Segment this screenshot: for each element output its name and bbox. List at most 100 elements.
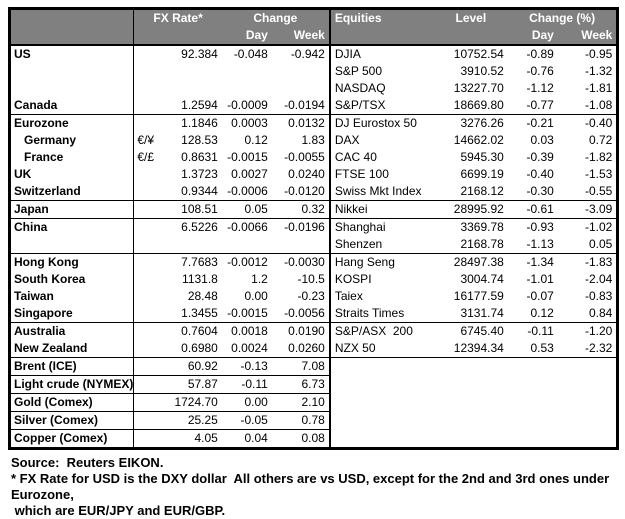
country-cell: China: [9, 218, 135, 236]
equity-index-cell: DJ Eurostox 50: [328, 114, 434, 132]
fx-week-change-cell: [272, 63, 330, 80]
country-cell: [9, 236, 135, 254]
equity-week-change-cell: -0.55: [584, 184, 613, 198]
country-cell: Australia: [9, 322, 135, 340]
country-cell: [9, 63, 135, 80]
equity-day-change-cell: -0.11: [507, 322, 558, 340]
equity-index-cell: S&P/ASX 200: [328, 322, 434, 340]
equity-week-change-cell: -0.40: [557, 114, 618, 132]
table-row: Silver (Comex) 25.25 -0.05 0.78: [9, 411, 618, 430]
country-cell: Eurozone: [9, 114, 135, 132]
equity-week-change-cell: 0.05: [588, 237, 613, 251]
blank-cell: [9, 27, 135, 46]
equity-index-cell: Shanghai: [328, 218, 434, 236]
fx-week-change-cell: -0.0030: [271, 253, 330, 271]
fx-rate-cell: 1.1846: [163, 114, 222, 132]
fx-rate-cell: 0.9344: [181, 184, 218, 198]
equity-index-cell: [328, 429, 434, 449]
table-row: Germany €/¥ 128.53 0.12 1.83 DAX 14662.02 0.03 0…: [9, 132, 618, 149]
equity-index-cell: [328, 393, 434, 412]
fx-day-change-cell: 0.05: [221, 200, 272, 219]
table-row: Light crude (NYMEX) 57.87 -0.11 6.73: [9, 375, 618, 394]
equity-week-change-cell: [558, 376, 618, 394]
fx-rate-cell: 0.6980: [181, 341, 218, 355]
blank-cell: [133, 27, 222, 46]
table-row: South Korea 1131.8 1.2 -10.5 KOSPI 3004.74 -1.…: [9, 271, 618, 288]
country-cell: Japan: [9, 200, 135, 219]
currency-pair-cell: [133, 375, 164, 394]
table-row: Brent (ICE) 60.92 -0.13 7.08: [9, 357, 618, 376]
country-cell: Silver (Comex): [9, 411, 135, 430]
equity-index-cell: DAX: [328, 132, 434, 149]
fx-week-change-cell: 1.83: [301, 133, 325, 147]
table-row: Gold (Comex) 1724.70 0.00 2.10: [9, 393, 618, 412]
equity-index-cell: Hang Seng: [328, 253, 434, 271]
equity-level-cell: 28995.92: [433, 200, 508, 219]
equity-day-change-cell: -0.76: [526, 64, 554, 78]
header-row-1: FX Rate* Change Equities Level Change (%…: [9, 8, 618, 27]
equity-week-change-cell: [558, 394, 618, 412]
currency-pair-cell: [134, 63, 164, 80]
currency-pair-cell: [134, 236, 164, 254]
footer: Source: Reuters EIKON. * FX Rate for USD…: [8, 450, 625, 519]
equity-level-cell: 6745.40: [433, 322, 508, 340]
equity-level-cell: 28497.38: [433, 253, 508, 271]
fx-rate-cell: 1724.70: [163, 393, 222, 412]
equity-level-cell: 3276.26: [433, 114, 508, 132]
table-row: New Zealand 0.6980 0.0024 0.0260 NZX 50 12394…: [9, 340, 618, 358]
currency-pair-cell: [134, 97, 164, 115]
table-header: FX Rate* Change Equities Level Change (%…: [9, 8, 618, 46]
fx-day-change-cell: 0.12: [244, 133, 268, 147]
equity-day-change-cell: -0.30: [526, 184, 554, 198]
equity-level-cell: 2168.78: [460, 237, 504, 251]
equity-level-cell: 3004.74: [460, 272, 504, 286]
equity-index-cell: S&P 500: [328, 63, 434, 80]
table-row: Copper (Comex) 4.05 0.04 0.08: [9, 429, 618, 449]
equity-day-change-cell: 0.03: [530, 133, 554, 147]
currency-pair-cell: [134, 166, 164, 183]
table-row: NASDAQ 13227.70 -1.12 -1.81: [9, 80, 618, 97]
currency-pair-cell: [133, 253, 164, 271]
equity-day-change-cell: -0.07: [526, 289, 554, 303]
fx-rate-cell: 4.05: [163, 429, 222, 449]
equity-week-header: Week: [557, 27, 618, 46]
equity-day-change-cell: -0.93: [507, 218, 558, 236]
fx-week-change-cell: -0.0055: [284, 150, 325, 164]
currency-pair-cell: [133, 429, 164, 449]
equity-week-change-cell: 0.72: [588, 133, 613, 147]
fx-week-change-cell: [272, 80, 330, 97]
fx-week-change-cell: 0.0240: [288, 167, 325, 181]
fx-week-change-cell: -0.0120: [284, 184, 325, 198]
fx-week-change-cell: 7.08: [271, 357, 330, 376]
equity-index-cell: Taiex: [328, 288, 434, 305]
equity-level-cell: [434, 376, 508, 394]
equity-index-cell: [328, 375, 434, 394]
fx-day-change-cell: -0.0015: [227, 306, 268, 320]
country-cell: Gold (Comex): [9, 393, 135, 412]
equity-week-change-cell: -0.95: [584, 47, 613, 61]
fx-day-change-cell: [222, 80, 272, 97]
fx-day-change-cell: -0.11: [221, 375, 272, 394]
fx-rate-cell: 57.87: [163, 375, 222, 394]
equity-week-change-cell: -1.83: [557, 253, 618, 271]
currency-pair-cell: [134, 288, 164, 305]
equity-day-change-cell: [508, 376, 558, 394]
equity-level-cell: 3369.78: [433, 218, 508, 236]
fx-rate-cell: [164, 80, 222, 97]
fx-week-change-cell: 0.0260: [288, 341, 325, 355]
equity-week-change-cell: -3.09: [557, 200, 618, 219]
fx-rate-cell: 92.384: [181, 47, 218, 61]
currency-pair-cell: €/¥: [137, 133, 155, 147]
equity-week-change-cell: [558, 412, 618, 430]
equity-level-cell: 5945.30: [460, 150, 504, 164]
country-cell: France: [9, 149, 135, 166]
equity-day-change-cell: [508, 394, 558, 412]
header-row-2: Day Week Day Week: [9, 27, 618, 46]
country-cell: South Korea: [9, 271, 135, 288]
equity-week-change-cell: -1.20: [557, 322, 618, 340]
fx-day-change-cell: -0.048: [233, 47, 268, 61]
fx-week-change-cell: [272, 236, 330, 254]
equity-index-cell: Shenzen: [328, 236, 434, 254]
table-row: Eurozone 1.1846 0.0003 0.0132 DJ Eurostox 50…: [9, 114, 618, 132]
country-cell: UK: [9, 166, 135, 183]
